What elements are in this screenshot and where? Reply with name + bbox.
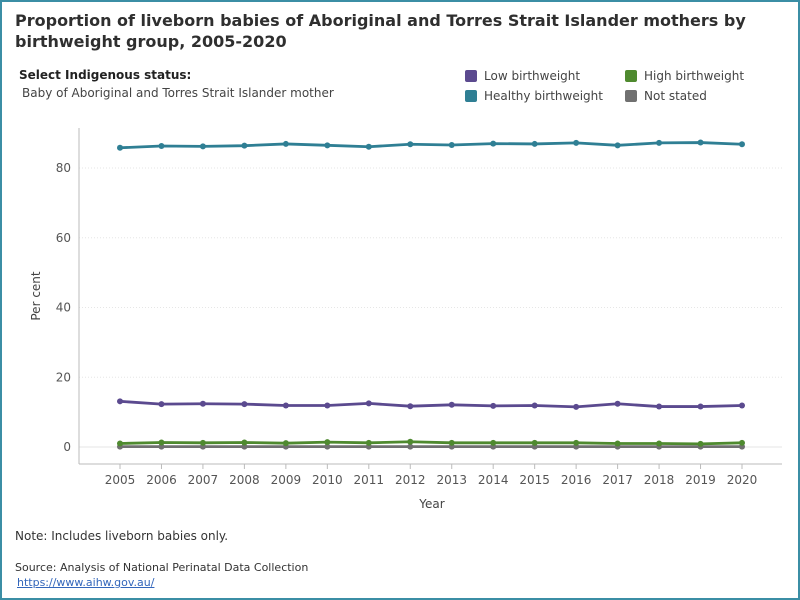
legend-swatch <box>465 90 477 102</box>
y-tick-label: 20 <box>56 370 71 384</box>
x-tick-label: 2018 <box>644 473 675 487</box>
data-point-healthy-birthweight <box>531 140 538 147</box>
data-point-low-birthweight <box>697 403 704 410</box>
data-point-high-birthweight <box>199 439 206 446</box>
data-point-low-birthweight <box>407 403 414 410</box>
data-point-not-stated <box>241 443 248 450</box>
data-point-low-birthweight <box>531 402 538 409</box>
legend-item-high-birthweight[interactable]: High birthweight <box>625 69 744 83</box>
x-axis-title: Year <box>418 497 444 511</box>
legend-label: Low birthweight <box>484 69 581 83</box>
series-line-healthy-birthweight <box>119 141 743 150</box>
data-point-low-birthweight <box>656 403 663 410</box>
x-tick-label: 2011 <box>354 473 385 487</box>
x-tick-label: 2019 <box>685 473 716 487</box>
x-tick-label: 2010 <box>312 473 343 487</box>
data-point-healthy-birthweight <box>614 142 621 149</box>
legend-label: Healthy birthweight <box>484 89 603 103</box>
data-point-healthy-birthweight <box>573 139 580 146</box>
x-tick-label: 2007 <box>188 473 219 487</box>
data-point-high-birthweight <box>407 438 414 445</box>
data-point-low-birthweight <box>739 402 745 409</box>
data-point-healthy-birthweight <box>448 141 455 148</box>
x-tick-label: 2009 <box>271 473 302 487</box>
x-tick-label: 2014 <box>478 473 509 487</box>
data-point-healthy-birthweight <box>365 143 372 150</box>
legend-swatch <box>625 90 637 102</box>
footnote: Note: Includes liveborn babies only. <box>15 529 229 543</box>
legend-swatch <box>465 70 477 82</box>
x-tick-label: 2005 <box>105 473 136 487</box>
data-point-low-birthweight <box>490 402 497 409</box>
legend-item-low-birthweight[interactable]: Low birthweight <box>465 69 580 83</box>
data-point-healthy-birthweight <box>697 139 704 146</box>
data-point-low-birthweight <box>614 400 621 407</box>
source-link[interactable]: https://www.aihw.gov.au/ <box>17 576 155 589</box>
legend-label: Not stated <box>644 89 707 103</box>
data-point-high-birthweight <box>697 440 704 447</box>
data-point-healthy-birthweight <box>490 140 497 147</box>
data-point-high-birthweight <box>448 439 455 446</box>
series-line-low-birthweight <box>119 399 743 409</box>
data-point-healthy-birthweight <box>199 143 206 150</box>
data-point-healthy-birthweight <box>656 139 663 146</box>
legend-item-not-stated[interactable]: Not stated <box>625 89 707 103</box>
source-text: Source: Analysis of National Perinatal D… <box>15 561 309 574</box>
data-point-low-birthweight <box>199 400 206 407</box>
data-point-healthy-birthweight <box>241 142 248 149</box>
data-point-high-birthweight <box>324 439 331 446</box>
x-tick-label: 2015 <box>519 473 550 487</box>
x-tick-label: 2008 <box>229 473 260 487</box>
data-point-high-birthweight <box>117 440 123 447</box>
data-point-healthy-birthweight <box>324 142 331 149</box>
indigenous-status-filter-value[interactable]: Baby of Aboriginal and Torres Strait Isl… <box>22 86 334 100</box>
data-point-low-birthweight <box>117 398 123 405</box>
data-point-high-birthweight <box>573 439 580 446</box>
y-tick-label: 60 <box>56 231 71 245</box>
data-point-high-birthweight <box>282 440 289 447</box>
data-point-healthy-birthweight <box>117 144 123 151</box>
data-point-not-stated <box>158 443 165 450</box>
data-point-not-stated <box>324 443 331 450</box>
chart-title: Proportion of liveborn babies of Aborigi… <box>15 11 746 51</box>
data-point-low-birthweight <box>324 402 331 409</box>
data-point-low-birthweight <box>282 402 289 409</box>
data-point-high-birthweight <box>656 440 663 447</box>
y-tick-label: 80 <box>56 161 71 175</box>
data-point-high-birthweight <box>531 439 538 446</box>
data-point-low-birthweight <box>573 403 580 410</box>
data-point-low-birthweight <box>158 401 165 408</box>
data-point-high-birthweight <box>490 439 497 446</box>
y-axis-title: Per cent <box>29 271 43 321</box>
data-point-low-birthweight <box>365 400 372 407</box>
data-point-high-birthweight <box>739 439 745 446</box>
indigenous-status-filter-label: Select Indigenous status: <box>19 68 192 82</box>
x-tick-label: 2020 <box>727 473 758 487</box>
data-point-healthy-birthweight <box>158 143 165 150</box>
data-point-low-birthweight <box>241 401 248 408</box>
x-tick-label: 2006 <box>146 473 177 487</box>
data-point-high-birthweight <box>365 439 372 446</box>
legend-item-healthy-birthweight[interactable]: Healthy birthweight <box>465 89 603 103</box>
data-point-low-birthweight <box>448 401 455 408</box>
series-line-high-birthweight <box>119 440 743 446</box>
data-point-not-stated <box>407 443 414 450</box>
legend-swatch <box>625 70 637 82</box>
data-point-high-birthweight <box>158 439 165 446</box>
x-tick-label: 2016 <box>561 473 592 487</box>
x-tick-label: 2012 <box>395 473 426 487</box>
legend-label: High birthweight <box>644 69 745 83</box>
data-point-healthy-birthweight <box>739 141 745 148</box>
data-point-high-birthweight <box>614 440 621 447</box>
y-tick-label: 0 <box>63 440 71 454</box>
data-point-high-birthweight <box>241 439 248 446</box>
x-tick-label: 2013 <box>436 473 467 487</box>
data-point-healthy-birthweight <box>407 141 414 148</box>
y-tick-label: 40 <box>56 301 71 315</box>
data-point-healthy-birthweight <box>282 140 289 147</box>
x-tick-label: 2017 <box>602 473 633 487</box>
